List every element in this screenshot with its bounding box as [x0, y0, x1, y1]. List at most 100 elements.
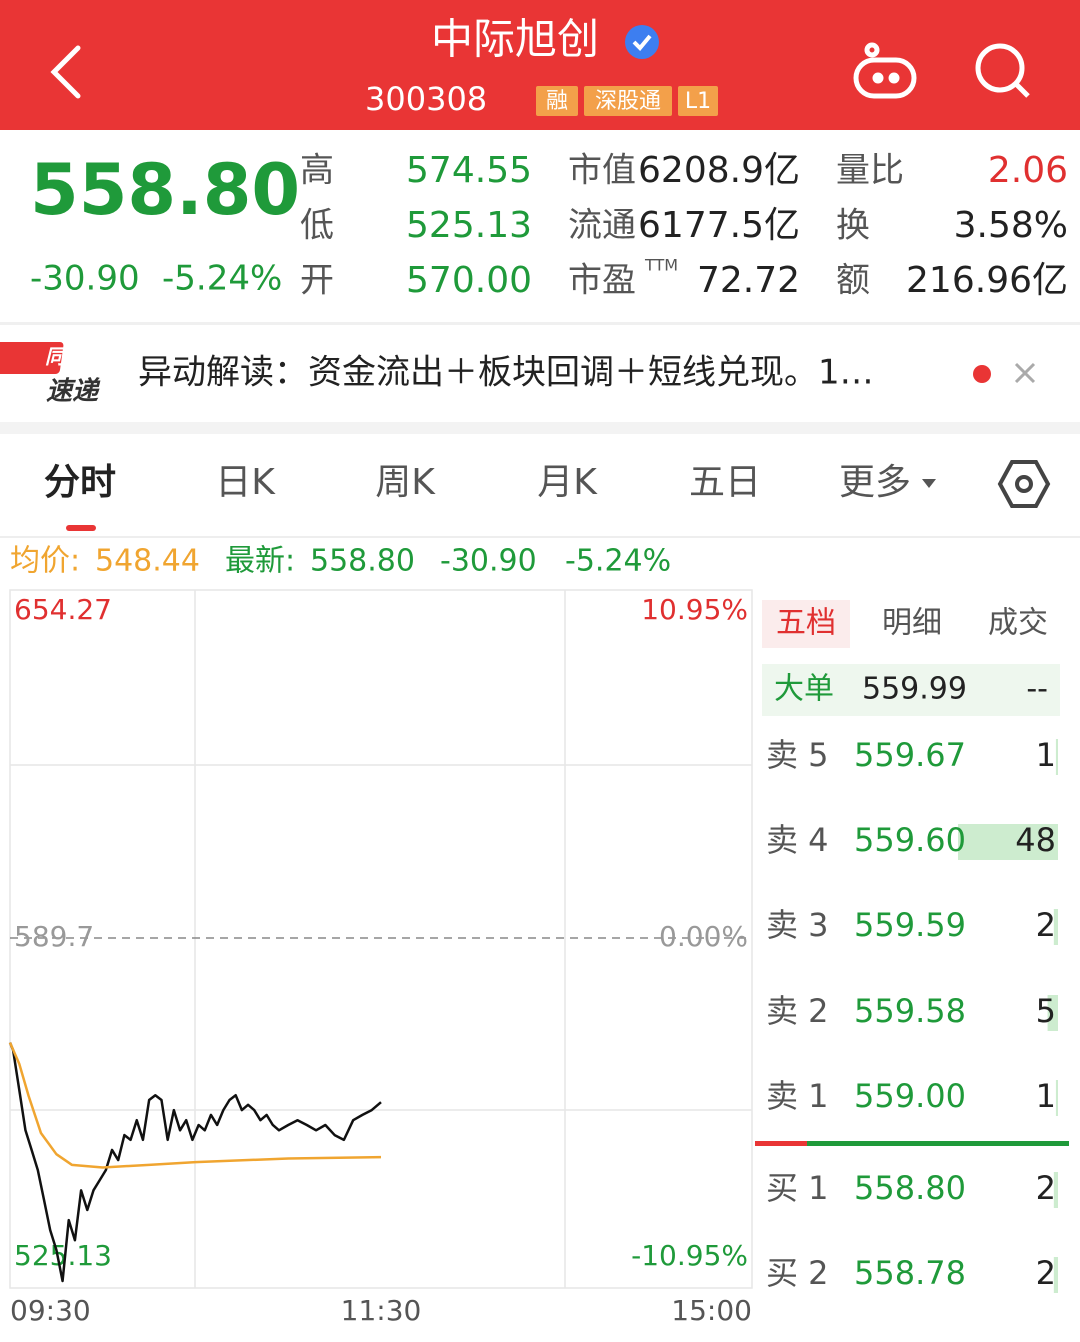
stat-label: 市值 [568, 151, 636, 191]
stat-value: 2.06 [988, 150, 1068, 191]
book-price: 559.59 [854, 906, 966, 944]
stat-label: 换 [836, 206, 870, 246]
book-label: 买 1 [766, 1169, 829, 1207]
y2-tick-label: 10.95% [641, 593, 748, 626]
stat-value: 6208.9亿 [638, 150, 800, 191]
book-label: 卖 1 [766, 1077, 829, 1115]
book-price: 559.67 [854, 736, 966, 774]
book-volume: 2 [1036, 1254, 1056, 1292]
tab[interactable]: 日K [215, 462, 276, 503]
tag-label: L1 [685, 89, 711, 114]
book-tab[interactable]: 明细 [882, 606, 942, 641]
divider [0, 422, 1080, 434]
tag-label: 融 [546, 89, 568, 114]
active-book-tab [762, 600, 850, 648]
stat-label: 量比 [836, 151, 904, 191]
book-volume: 2 [1036, 1169, 1056, 1207]
volume-bar [958, 824, 1058, 860]
stat-label: 高 [300, 151, 334, 191]
price-change: -30.90 [30, 259, 140, 299]
news-logo [0, 342, 64, 374]
stat-value: 570.00 [406, 260, 532, 301]
book-label: 卖 5 [766, 736, 829, 774]
stat-value: 216.96亿 [906, 260, 1068, 301]
tag [536, 86, 578, 116]
big-order-label: 大单 [774, 672, 834, 707]
news-logo-bottom: 速递 [46, 377, 101, 407]
volume-bar [1053, 1257, 1058, 1293]
book-price: 558.80 [854, 1169, 966, 1207]
search-icon[interactable] [975, 43, 1030, 98]
book-tab[interactable]: 成交 [988, 606, 1048, 641]
tab[interactable]: 五日 [689, 462, 761, 503]
x-tick-label: 09:30 [10, 1294, 91, 1327]
stat-label: 市盈 [568, 261, 636, 301]
stat-value: 3.58% [954, 205, 1068, 246]
latest-price: 558.80 [310, 544, 415, 579]
stat-value: 574.55 [406, 150, 532, 191]
stock-name: 中际旭创 [431, 15, 599, 64]
book-volume: 48 [1015, 821, 1056, 859]
active-tab-indicator [66, 525, 96, 531]
book-tab[interactable]: 五档 [776, 606, 836, 641]
tab[interactable]: 月K [537, 462, 598, 503]
book-price: 558.78 [854, 1254, 966, 1292]
volume-bar [1055, 1080, 1058, 1116]
news-logo-top: 同花顺 [45, 345, 109, 369]
latest-change-pct: -5.24% [565, 544, 671, 579]
robot-icon[interactable] [853, 42, 917, 99]
latest-label: 最新: [225, 544, 295, 579]
latest-change: -30.90 [440, 544, 537, 579]
stat-superscript: TTM [644, 256, 678, 275]
big-order-volume: -- [1026, 672, 1048, 707]
news-text[interactable]: 异动解读：资金流出＋板块回调＋短线兑现。1… [138, 353, 874, 393]
avg-price: 548.44 [95, 544, 200, 579]
stat-value: 525.13 [406, 205, 532, 246]
book-label: 卖 3 [766, 906, 829, 944]
book-label: 卖 4 [766, 821, 829, 859]
book-volume: 1 [1036, 1077, 1056, 1115]
tab[interactable]: 分时 [44, 462, 116, 503]
tag [584, 86, 672, 116]
stock-code: 300308 [365, 80, 487, 118]
y-tick-label: 654.27 [14, 593, 112, 626]
chart-frame [9, 589, 753, 1289]
book-volume: 5 [1036, 992, 1056, 1030]
y2-tick-label: -10.95% [631, 1239, 748, 1272]
x-tick-label: 15:00 [671, 1294, 752, 1327]
book-divider-sell [755, 1141, 807, 1146]
tab[interactable]: 更多 [839, 462, 911, 503]
unread-dot [973, 365, 991, 383]
tag-label: 深股通 [595, 89, 661, 114]
volume-bar [1047, 995, 1058, 1031]
stat-label: 流通 [568, 206, 636, 246]
stat-label: 开 [300, 261, 334, 301]
price-change-pct: -5.24% [162, 259, 282, 299]
book-volume: 2 [1036, 906, 1056, 944]
x-tick-label: 11:30 [341, 1294, 422, 1327]
stat-label: 额 [836, 261, 870, 301]
book-label: 卖 2 [766, 992, 829, 1030]
tag [678, 86, 718, 116]
stat-label: 低 [300, 206, 334, 246]
book-price: 559.60 [854, 821, 966, 859]
book-price: 559.00 [854, 1077, 966, 1115]
settings-icon[interactable] [997, 460, 1051, 508]
series-line [8, 1042, 382, 1283]
y-tick-label: 589.7 [14, 920, 94, 953]
back-button[interactable] [50, 45, 81, 99]
avg-label: 均价: [10, 544, 80, 579]
book-label: 买 2 [766, 1254, 829, 1292]
divider [0, 322, 1080, 325]
close-button[interactable] [1014, 362, 1036, 384]
dropdown-arrow [922, 479, 936, 488]
big-order-price: 559.99 [862, 672, 967, 707]
tab[interactable]: 周K [375, 462, 436, 503]
book-price: 559.58 [854, 992, 966, 1030]
verified-badge [625, 25, 659, 59]
stat-value: 6177.5亿 [638, 205, 800, 246]
divider [0, 536, 1080, 538]
stat-value: 72.72 [697, 260, 800, 301]
volume-bar [1053, 1172, 1058, 1208]
